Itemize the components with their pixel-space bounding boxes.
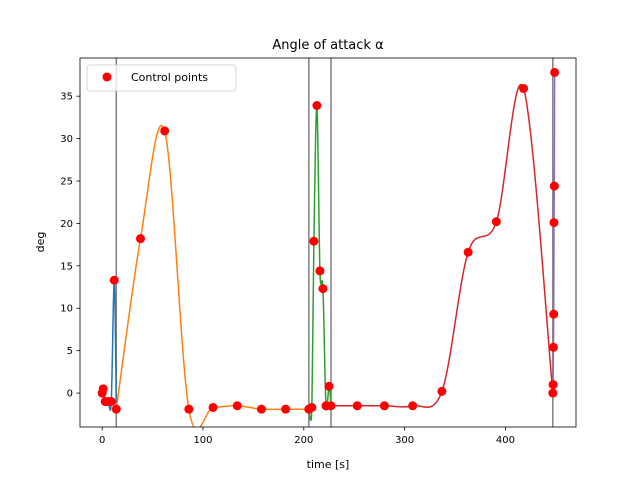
control-point: [232, 401, 242, 411]
y-tick-label: 15: [60, 261, 73, 272]
control-point: [98, 384, 108, 394]
control-point: [519, 84, 529, 94]
plot-area: [79, 57, 577, 428]
control-point: [106, 397, 116, 407]
y-tick-label: 35: [60, 92, 73, 103]
x-axis-label: time [s]: [307, 458, 350, 471]
x-tick-label: 300: [395, 435, 414, 446]
y-tick-label: 20: [60, 219, 73, 230]
y-tick-label: 0: [67, 389, 73, 400]
control-point: [550, 67, 560, 77]
x-tick-label: 0: [99, 435, 105, 446]
control-point: [309, 236, 319, 246]
legend: Control points: [86, 64, 237, 92]
control-point: [324, 381, 334, 391]
y-axis-ticks: 0 5 10 15 20 25 30 35: [60, 92, 80, 400]
control-point: [491, 217, 501, 227]
control-point: [312, 101, 322, 111]
segment-curve-4: [331, 84, 554, 409]
legend-box: [86, 64, 237, 92]
x-tick-label: 100: [193, 435, 212, 446]
control-point: [318, 284, 328, 294]
control-point: [437, 386, 447, 396]
y-tick-label: 30: [60, 134, 73, 145]
control-point: [548, 380, 558, 390]
control-point: [463, 247, 473, 257]
control-point: [549, 309, 559, 319]
y-tick-label: 10: [60, 304, 73, 315]
control-point: [184, 404, 194, 414]
control-point: [379, 401, 389, 411]
y-tick-label: 25: [60, 177, 73, 188]
control-point: [315, 266, 325, 276]
chart-title: Angle of attack α: [272, 38, 383, 53]
control-point: [548, 388, 558, 398]
control-point: [111, 404, 121, 414]
control-points: [97, 67, 560, 414]
y-tick-label: 5: [67, 346, 73, 357]
control-point: [208, 402, 218, 412]
control-point: [109, 275, 119, 285]
x-tick-label: 200: [294, 435, 313, 446]
control-point: [548, 342, 558, 352]
control-point: [281, 404, 291, 414]
y-axis-label: deg: [34, 232, 47, 253]
x-tick-label: 400: [496, 435, 515, 446]
control-point: [352, 401, 362, 411]
control-point: [549, 181, 559, 191]
axes-frame: [79, 57, 577, 428]
control-point: [307, 402, 317, 412]
control-point: [135, 234, 145, 244]
control-point: [256, 404, 266, 414]
legend-label: Control points: [131, 71, 208, 84]
control-point: [549, 218, 559, 228]
control-point: [160, 126, 170, 136]
control-point: [408, 401, 418, 411]
control-point: [326, 401, 336, 411]
x-axis-ticks: 0 100 200 300 400: [99, 427, 515, 446]
legend-marker: [102, 72, 112, 82]
